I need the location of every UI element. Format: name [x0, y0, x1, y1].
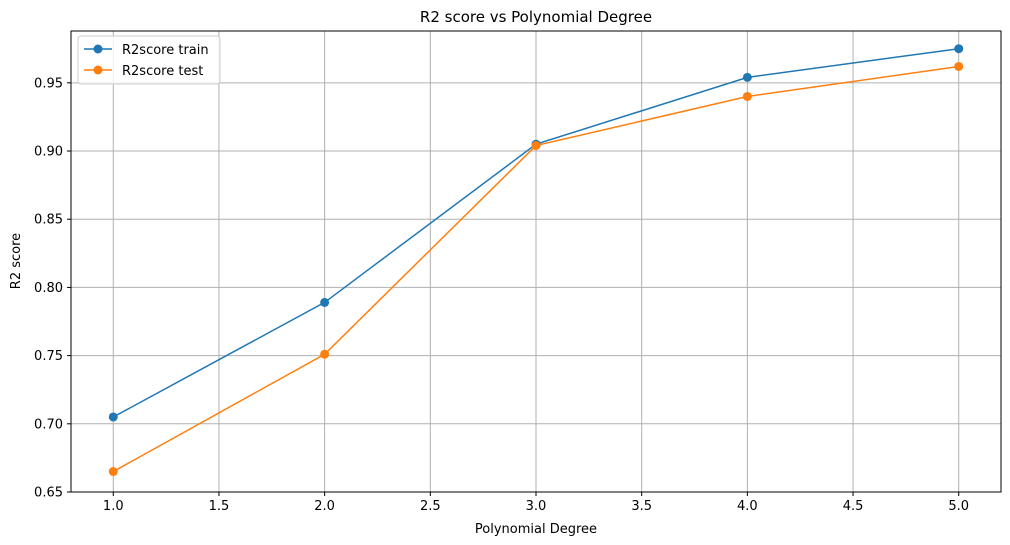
y-tick-label: 0.95: [34, 76, 63, 91]
x-tick-label: 5.0: [948, 499, 969, 514]
legend-marker-train: [93, 44, 103, 54]
y-tick-label: 0.85: [34, 213, 63, 228]
x-tick-label: 1.0: [103, 499, 124, 514]
legend-box: [77, 35, 221, 85]
data-point: [742, 72, 752, 82]
y-tick-label: 0.70: [34, 417, 63, 432]
legend: R2score train R2score test: [77, 35, 221, 85]
x-tick-label: 3.0: [526, 499, 547, 514]
x-tick-label: 3.5: [631, 499, 652, 514]
axis-ticks: 1.0 1.5 2.0 2.5 3.0 3.5 4.0 4.5 5.0 0.65 0.70 0.75 0…: [34, 76, 969, 514]
x-tick-label: 2.5: [420, 499, 441, 514]
series-lines: [108, 44, 964, 477]
y-tick-label: 0.90: [34, 145, 63, 160]
x-axis-label: Polynomial Degree: [475, 522, 597, 537]
y-tick-label: 0.80: [34, 281, 63, 296]
x-tick-label: 2.0: [314, 499, 335, 514]
chart-title: R2 score vs Polynomial Degree: [420, 8, 652, 26]
grid-lines: [71, 31, 1001, 493]
data-point: [320, 297, 330, 307]
data-point: [954, 61, 964, 71]
y-tick-label: 0.75: [34, 349, 63, 364]
legend-label-train: R2score train: [122, 43, 209, 58]
data-point: [108, 412, 118, 422]
y-axis-label: R2 score: [9, 233, 24, 289]
legend-marker-test: [93, 65, 103, 75]
x-tick-label: 1.5: [209, 499, 230, 514]
data-point: [320, 349, 330, 359]
data-point: [954, 44, 964, 54]
data-point: [531, 141, 541, 151]
data-point: [742, 91, 752, 101]
legend-label-test: R2score test: [122, 64, 203, 79]
data-point: [108, 467, 118, 477]
x-tick-label: 4.0: [737, 499, 758, 514]
y-tick-label: 0.65: [34, 486, 63, 501]
x-tick-label: 4.5: [843, 499, 864, 514]
